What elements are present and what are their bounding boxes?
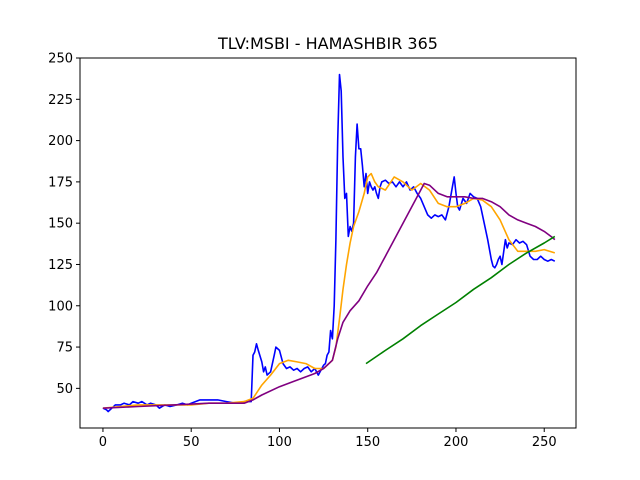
x-tick-label: 50 bbox=[183, 435, 200, 450]
series-line-3 bbox=[365, 235, 556, 365]
y-tick-label: 250 bbox=[48, 52, 73, 67]
plot-frame bbox=[79, 57, 577, 429]
axis-layer: 0 50 100 150 200 250 50 75 100 125 150 175 200 225 250 bbox=[48, 52, 556, 451]
y-tick-label: 50 bbox=[56, 382, 73, 397]
series-line-1 bbox=[102, 172, 556, 409]
y-tick-label: 75 bbox=[56, 341, 73, 356]
series-line-0 bbox=[102, 73, 556, 413]
y-tick-label: 150 bbox=[48, 217, 73, 232]
x-tick-label: 250 bbox=[532, 435, 557, 450]
y-tick-label: 100 bbox=[48, 299, 73, 314]
y-tick-label: 125 bbox=[48, 258, 73, 273]
y-tick-label: 200 bbox=[48, 134, 73, 149]
chart-title: TLV:MSBI - HAMASHBIR 365 bbox=[217, 34, 438, 53]
y-tick-label: 175 bbox=[48, 175, 73, 190]
series-layer bbox=[102, 73, 556, 413]
x-tick-label: 150 bbox=[355, 435, 380, 450]
series-line-2 bbox=[102, 182, 556, 409]
y-tick-label: 225 bbox=[48, 93, 73, 108]
x-tick-label: 100 bbox=[267, 435, 292, 450]
x-tick-label: 0 bbox=[99, 435, 107, 450]
x-tick-label: 200 bbox=[444, 435, 469, 450]
